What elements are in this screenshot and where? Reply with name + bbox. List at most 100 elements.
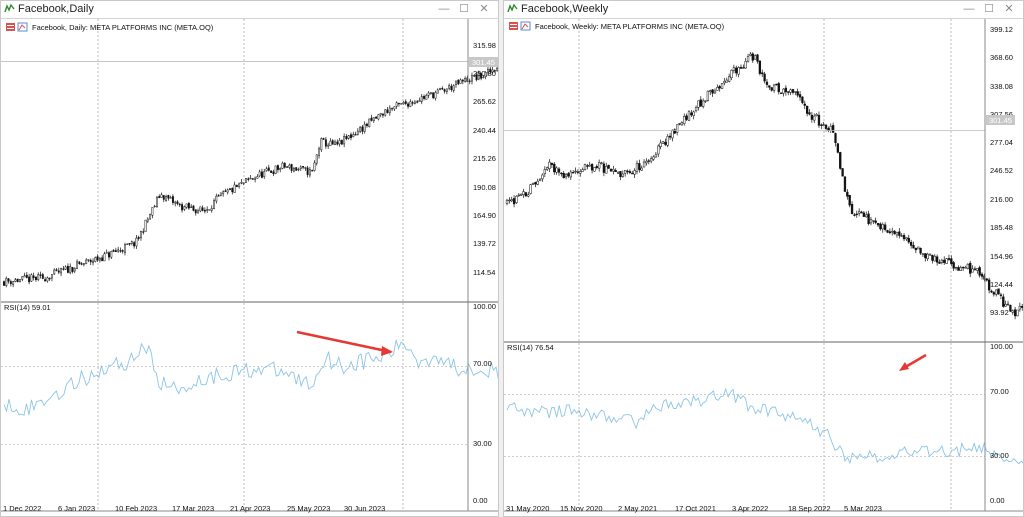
- weekly-candle-body: [924, 253, 927, 259]
- weekly-candle-body: [1016, 309, 1019, 317]
- daily-chart-canvas[interactable]: Facebook, Daily: META PLATFORMS INC (MET…: [1, 19, 498, 517]
- daily-candle-body: [176, 201, 179, 204]
- weekly-candle-body: [531, 183, 535, 185]
- weekly-candle-body: [874, 220, 877, 223]
- daily-candle-body: [297, 168, 300, 171]
- daily-candle-body: [21, 276, 24, 280]
- weekly-candle-body: [855, 213, 858, 216]
- weekly-candle-body: [538, 178, 542, 182]
- daily-candle-body: [329, 140, 332, 146]
- weekly-candle-body: [510, 199, 513, 202]
- weekly-candle-body: [609, 168, 613, 172]
- daily-time-tick: 30 Jun 2023: [344, 504, 385, 513]
- daily-candle-body: [336, 141, 339, 145]
- weekly-window-titlebar[interactable]: Facebook,Weekly — ☐ ✕: [504, 1, 1023, 19]
- daily-candle-body: [468, 80, 471, 82]
- daily-candle-body: [130, 241, 133, 244]
- daily-candle-body: [133, 242, 136, 247]
- daily-candle-body: [363, 123, 366, 132]
- daily-candle-body: [60, 268, 63, 274]
- weekly-candle-body: [720, 83, 724, 89]
- weekly-candle-body: [737, 67, 740, 75]
- daily-candle-body: [407, 103, 410, 107]
- daily-candle-body: [103, 253, 106, 262]
- weekly-candle-body: [931, 254, 934, 261]
- weekly-candle-body: [652, 156, 655, 160]
- weekly-candle-body: [808, 112, 811, 115]
- daily-candle-body: [158, 196, 161, 199]
- daily-candle-body: [491, 69, 494, 73]
- weekly-time-tick: 31 May 2020: [506, 504, 549, 513]
- weekly-candle-body: [744, 61, 747, 69]
- weekly-candle-body: [529, 184, 532, 194]
- weekly-candle-body: [846, 191, 849, 197]
- maximize-button[interactable]: ☐: [984, 3, 994, 15]
- weekly-chart-window[interactable]: Facebook,Weekly — ☐ ✕ Facebook, Weekly: …: [503, 0, 1024, 517]
- daily-candle-body: [219, 192, 222, 196]
- daily-candle-body: [153, 205, 156, 208]
- weekly-candle-body: [550, 162, 554, 165]
- daily-candle-body: [46, 277, 49, 282]
- daily-window-titlebar[interactable]: Facebook,Daily — ☐ ✕: [1, 1, 498, 19]
- weekly-candle-body: [607, 164, 610, 169]
- daily-candle-body: [57, 270, 60, 273]
- weekly-candle-body: [659, 142, 662, 147]
- weekly-chart-canvas[interactable]: Facebook, Weekly: META PLATFORMS INC (ME…: [504, 19, 1023, 517]
- weekly-candle-body: [635, 163, 639, 172]
- daily-candle-body: [315, 154, 318, 164]
- weekly-candle-body: [959, 267, 962, 271]
- daily-candle-body: [35, 276, 37, 280]
- weekly-price-tick: 246.52: [990, 166, 1013, 175]
- daily-candle-body: [64, 266, 67, 270]
- close-button[interactable]: ✕: [479, 3, 489, 15]
- weekly-candle-body: [817, 114, 821, 126]
- weekly-candle-body: [546, 167, 549, 170]
- daily-candle-body: [452, 85, 455, 91]
- daily-candle-body: [199, 206, 202, 212]
- daily-chart-window[interactable]: Facebook,Daily — ☐ ✕ Facebook, Daily: ME…: [0, 0, 499, 517]
- daily-candle-body: [229, 188, 231, 190]
- daily-candle-body: [174, 201, 177, 204]
- daily-candle-body: [480, 73, 483, 79]
- daily-candle-body: [434, 92, 437, 99]
- weekly-candle-body: [1013, 309, 1017, 317]
- weekly-candle-body: [581, 169, 584, 172]
- daily-candle-body: [187, 202, 190, 209]
- weekly-candle-body: [600, 162, 603, 164]
- daily-candle-body: [322, 138, 325, 140]
- daily-candle-body: [366, 123, 368, 126]
- daily-candle-body: [78, 261, 81, 265]
- weekly-candle-body: [692, 111, 695, 116]
- daily-candle-body: [487, 69, 489, 73]
- daily-candle-body: [140, 231, 142, 239]
- daily-candle-body: [114, 250, 117, 252]
- daily-candle-body: [388, 107, 391, 114]
- daily-candle-body: [381, 113, 384, 116]
- svg-text:190.08: 190.08: [473, 183, 496, 192]
- weekly-time-tick: 3 Apr 2022: [732, 504, 768, 513]
- weekly-candle-body: [709, 90, 712, 92]
- maximize-button[interactable]: ☐: [459, 3, 469, 15]
- chart-window-icon: [4, 3, 15, 13]
- minimize-button[interactable]: —: [963, 3, 975, 15]
- daily-time-tick: 6 Jan 2023: [58, 504, 95, 513]
- weekly-candle-body: [865, 214, 868, 218]
- weekly-candle-body: [746, 56, 750, 62]
- weekly-candle-body: [801, 96, 804, 104]
- weekly-candle-body: [770, 87, 773, 91]
- daily-candle-body: [484, 71, 487, 78]
- minimize-button[interactable]: —: [438, 3, 450, 15]
- svg-text:164.90: 164.90: [473, 211, 496, 220]
- daily-candle-body: [160, 194, 163, 198]
- daily-candle-body: [457, 79, 460, 85]
- weekly-candle-body: [697, 100, 700, 108]
- daily-rsi-tick: 100.00: [473, 302, 496, 311]
- weekly-candle-body: [836, 143, 840, 153]
- daily-price-tick: 139.72: [473, 239, 496, 248]
- daily-candle-body: [238, 183, 241, 187]
- daily-price-tick: 290.80: [473, 69, 496, 78]
- close-button[interactable]: ✕: [1004, 3, 1014, 15]
- weekly-candle-body: [938, 261, 941, 264]
- weekly-candle-body: [952, 262, 955, 269]
- weekly-candle-body: [969, 262, 972, 274]
